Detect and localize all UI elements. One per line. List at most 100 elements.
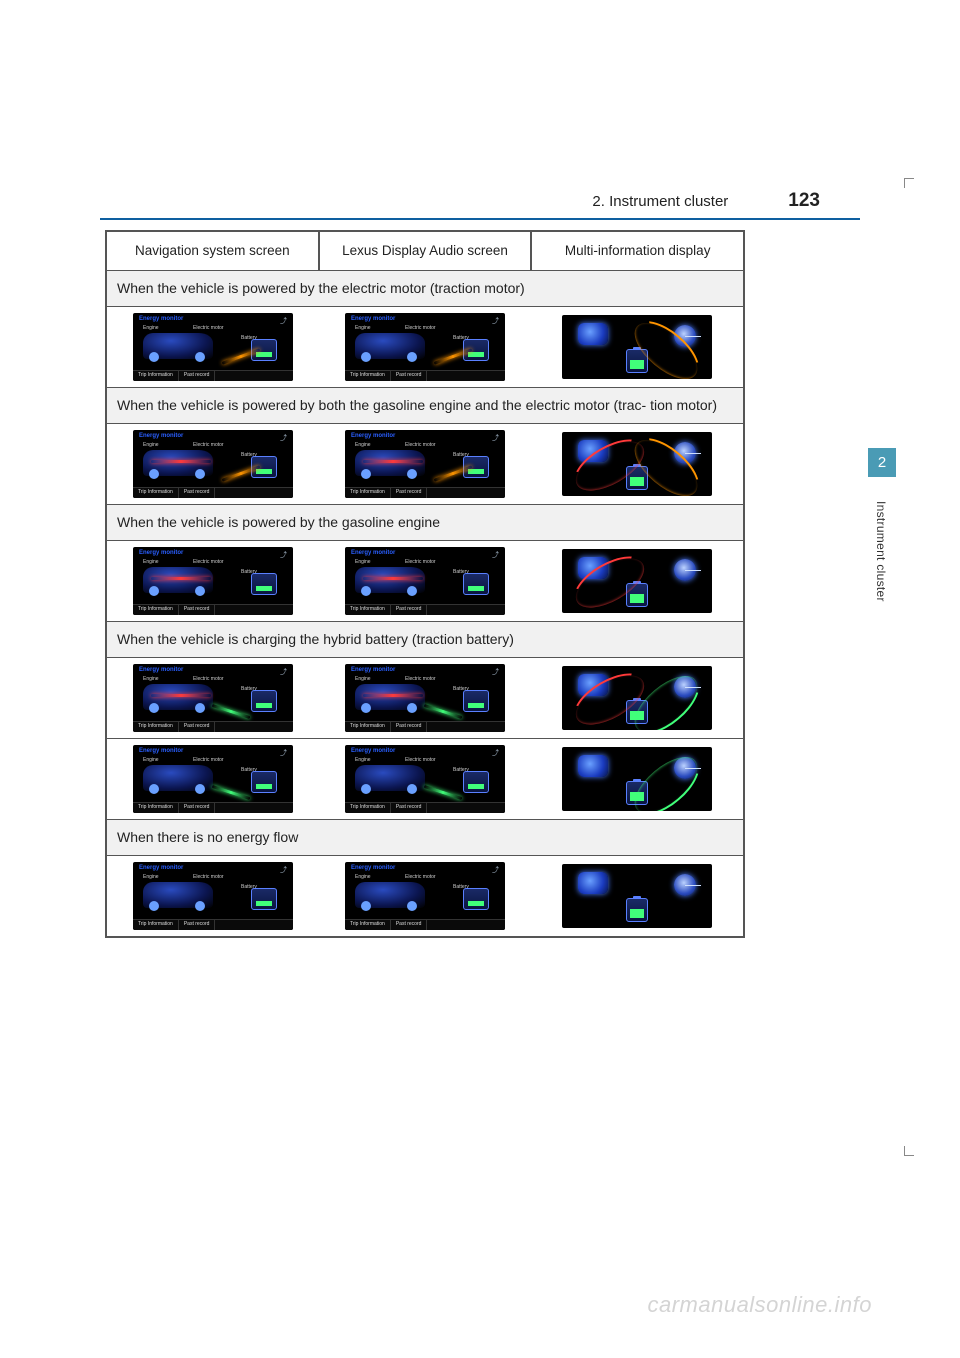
display-screenshot: Energy monitor ⤴ Engine Electric motor B… (133, 430, 293, 498)
state-label: When the vehicle is powered by both the … (106, 388, 744, 424)
engine-icon (578, 872, 608, 894)
state-label: When there is no energy flow (106, 820, 744, 856)
display-screenshot: Energy monitor ⤴ Engine Electric motor B… (345, 430, 505, 498)
page-header: 2. Instrument cluster 123 (100, 190, 820, 212)
engine-label: Engine (355, 676, 371, 682)
screen-tabs: Trip InformationPast record (133, 721, 293, 732)
chapter-label: Instrument cluster (874, 501, 888, 602)
watermark: carmanualsonline.info (647, 1292, 872, 1318)
col-audio: Lexus Display Audio screen (319, 231, 532, 271)
screen-tabs: Trip InformationPast record (345, 604, 505, 615)
screen-tabs: Trip InformationPast record (133, 604, 293, 615)
page-number: 123 (788, 190, 820, 212)
display-screenshot: Energy monitor ⤴ Engine Electric motor B… (345, 664, 505, 732)
car-icon (143, 882, 213, 908)
state-label: When the vehicle is charging the hybrid … (106, 622, 744, 658)
engine-label: Engine (143, 874, 159, 880)
flow-arrow-icon (151, 694, 211, 697)
table-row: Energy monitor ⤴ Engine Electric motor B… (106, 739, 744, 820)
table-row: Energy monitor ⤴ Engine Electric motor B… (106, 658, 744, 739)
motor-label: Electric motor (193, 442, 224, 448)
flow-arrow-icon (363, 460, 423, 463)
cell-mid (531, 424, 743, 504)
table-row: Energy monitor ⤴ Engine Electric motor B… (106, 424, 744, 505)
crop-mark-icon (904, 178, 914, 188)
cell-mid (531, 541, 743, 621)
multi-info-display (562, 315, 712, 379)
motor-label: Electric motor (193, 325, 224, 331)
section-title: 2. Instrument cluster (592, 193, 728, 210)
motor-label: Electric motor (405, 325, 436, 331)
back-icon: ⤴ (280, 433, 287, 443)
table-header-row: Navigation system screen Lexus Display A… (106, 231, 744, 271)
engine-label: Engine (355, 325, 371, 331)
battery-icon (251, 771, 277, 793)
back-icon: ⤴ (280, 550, 287, 560)
chapter-number: 2 (868, 448, 896, 477)
multi-info-display (562, 549, 712, 613)
flow-arrow-icon (363, 694, 423, 697)
motor-label: Electric motor (405, 559, 436, 565)
car-icon (355, 765, 425, 791)
battery-icon (251, 573, 277, 595)
display-screenshot: Energy monitor ⤴ Engine Electric motor B… (133, 862, 293, 930)
back-icon: ⤴ (280, 865, 287, 875)
cell-mid (531, 739, 743, 819)
car-icon (355, 684, 425, 710)
flow-arrow-icon (424, 704, 463, 719)
cell-audio: Energy monitor ⤴ Engine Electric motor B… (319, 739, 531, 819)
screen-title: Energy monitor (139, 865, 183, 871)
state-label: When the vehicle is powered by the elect… (106, 271, 744, 307)
back-icon: ⤴ (280, 667, 287, 677)
wheel-icon (674, 559, 696, 581)
back-icon: ⤴ (492, 865, 499, 875)
back-icon: ⤴ (492, 316, 499, 326)
screen-tabs: Trip InformationPast record (345, 919, 505, 930)
engine-label: Engine (355, 874, 371, 880)
back-icon: ⤴ (492, 667, 499, 677)
display-screenshot: Energy monitor ⤴ Engine Electric motor B… (345, 313, 505, 381)
cell-nav: Energy monitor ⤴ Engine Electric motor B… (107, 424, 319, 504)
cell-nav: Energy monitor ⤴ Engine Electric motor B… (107, 739, 319, 819)
flow-arrow-icon (363, 577, 423, 580)
flow-arrow-icon (212, 785, 251, 800)
screen-tabs: Trip InformationPast record (133, 487, 293, 498)
display-screenshot: Energy monitor ⤴ Engine Electric motor B… (133, 664, 293, 732)
car-icon (143, 765, 213, 791)
cell-audio: Energy monitor ⤴ Engine Electric motor B… (319, 856, 531, 936)
cell-nav: Energy monitor ⤴ Engine Electric motor B… (107, 307, 319, 387)
table-row: Energy monitor ⤴ Engine Electric motor B… (106, 307, 744, 388)
multi-info-display (562, 747, 712, 811)
col-mid: Multi-information display (531, 231, 744, 271)
battery-icon (463, 573, 489, 595)
car-icon (143, 684, 213, 710)
side-tab: 2 Instrument cluster (868, 448, 896, 602)
table-row: Energy monitor ⤴ Engine Electric motor B… (106, 541, 744, 622)
battery-icon (251, 888, 277, 910)
multi-info-display (562, 432, 712, 496)
flow-arrow-icon (151, 577, 211, 580)
screen-tabs: Trip InformationPast record (133, 802, 293, 813)
battery-icon (463, 771, 489, 793)
screen-tabs: Trip InformationPast record (345, 370, 505, 381)
screen-title: Energy monitor (351, 433, 395, 439)
cell-mid (531, 658, 743, 738)
car-icon (143, 333, 213, 359)
wheel-icon (674, 874, 696, 896)
battery-icon (626, 898, 648, 922)
back-icon: ⤴ (492, 748, 499, 758)
back-icon: ⤴ (492, 550, 499, 560)
screen-title: Energy monitor (139, 433, 183, 439)
screen-title: Energy monitor (139, 667, 183, 673)
cell-mid (531, 856, 743, 936)
cell-nav: Energy monitor ⤴ Engine Electric motor B… (107, 658, 319, 738)
engine-label: Engine (355, 559, 371, 565)
state-label: When the vehicle is powered by the gasol… (106, 505, 744, 541)
cell-audio: Energy monitor ⤴ Engine Electric motor B… (319, 541, 531, 621)
screen-tabs: Trip InformationPast record (345, 721, 505, 732)
motor-label: Electric motor (193, 676, 224, 682)
cell-audio: Energy monitor ⤴ Engine Electric motor B… (319, 307, 531, 387)
screen-tabs: Trip InformationPast record (345, 802, 505, 813)
engine-icon (578, 323, 608, 345)
back-icon: ⤴ (280, 316, 287, 326)
